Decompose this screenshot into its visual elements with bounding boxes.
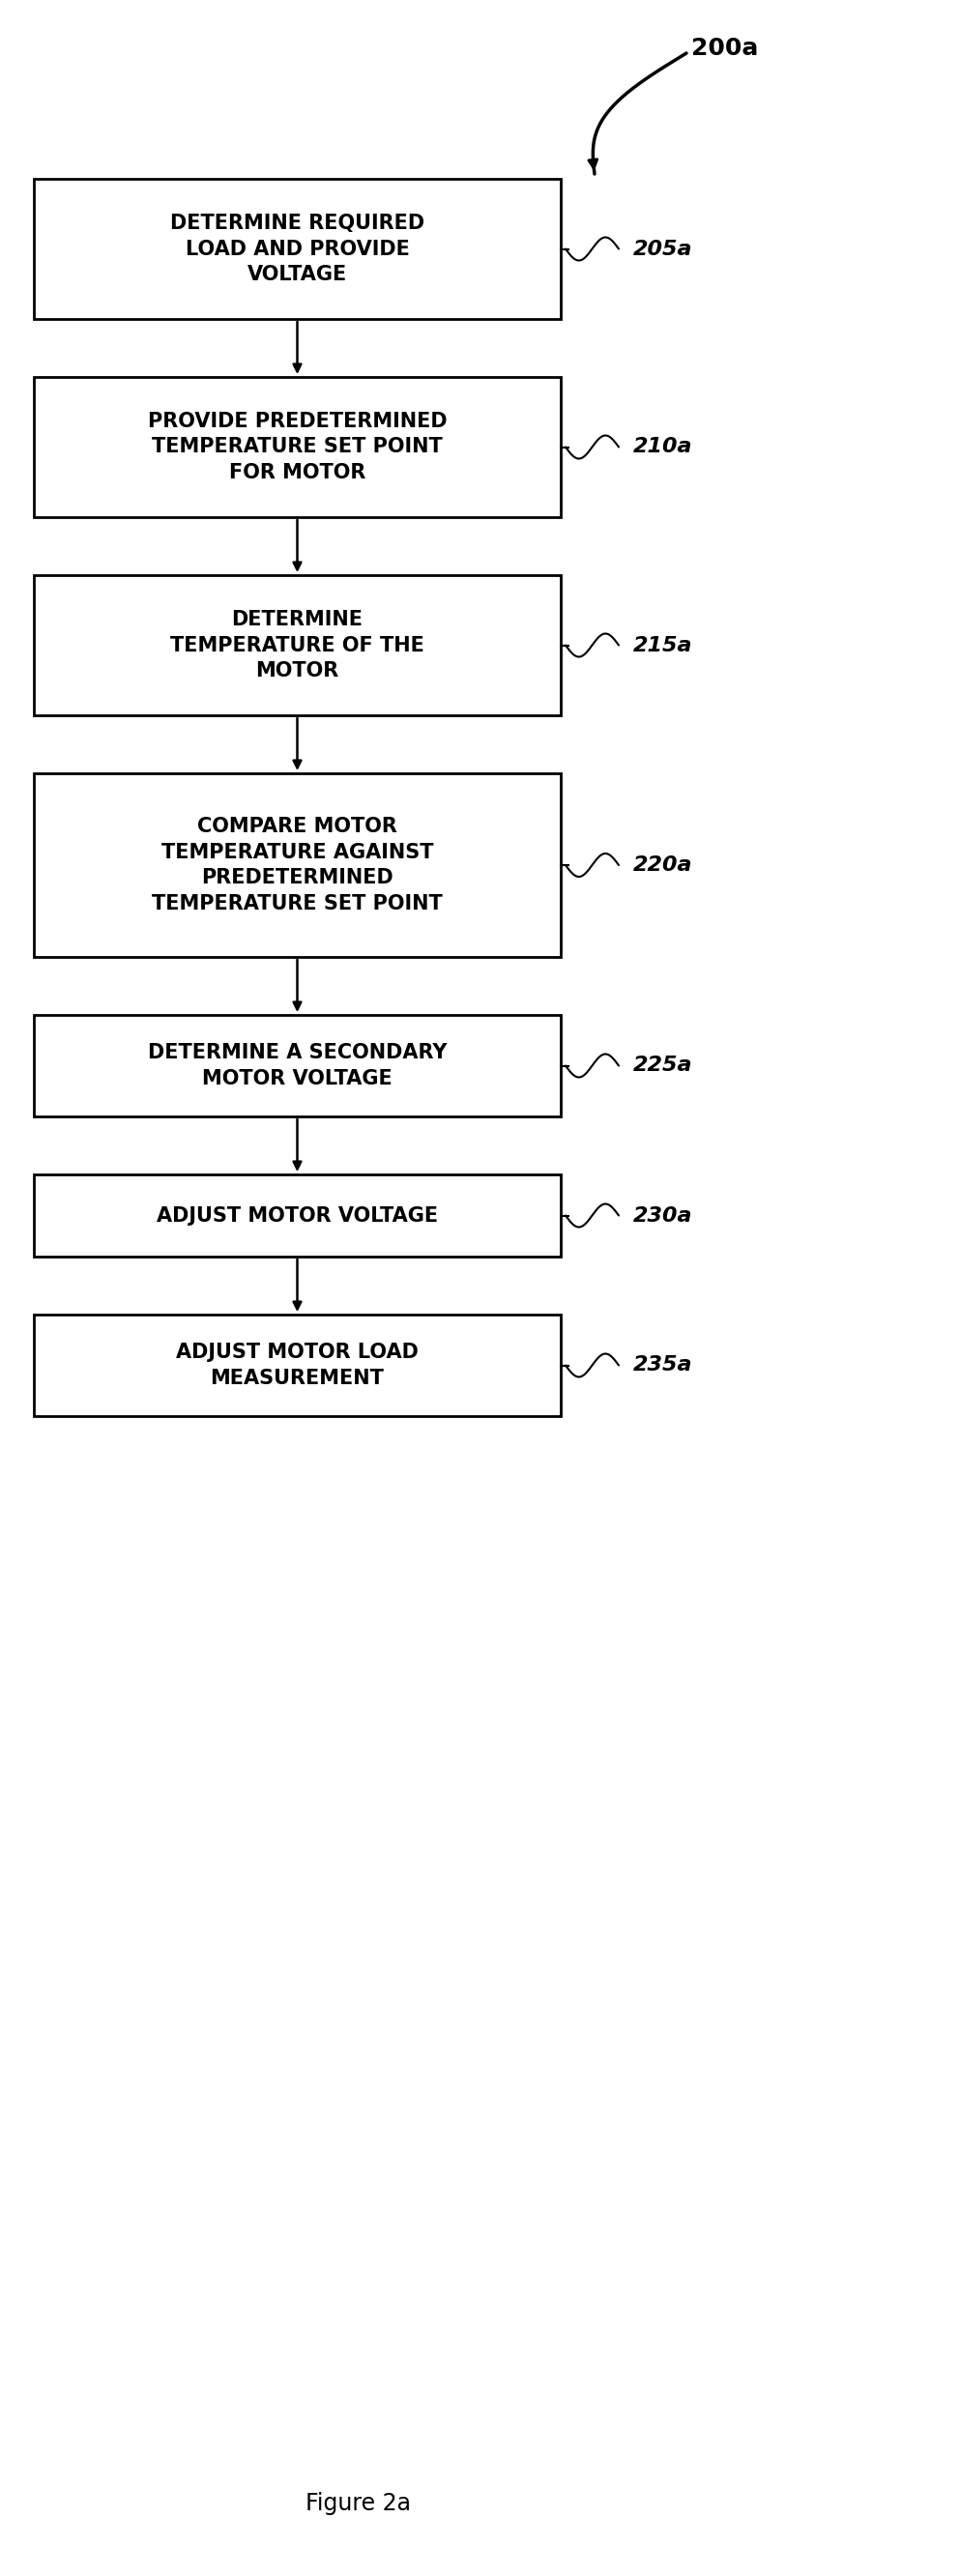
Text: PROVIDE PREDETERMINED
TEMPERATURE SET POINT
FOR MOTOR: PROVIDE PREDETERMINED TEMPERATURE SET PO… bbox=[148, 412, 447, 482]
Bar bbox=[34, 1314, 561, 1417]
Text: COMPARE MOTOR
TEMPERATURE AGAINST
PREDETERMINED
TEMPERATURE SET POINT: COMPARE MOTOR TEMPERATURE AGAINST PREDET… bbox=[152, 817, 443, 912]
Text: Figure 2a: Figure 2a bbox=[305, 2491, 410, 2514]
Text: DETERMINE
TEMPERATURE OF THE
MOTOR: DETERMINE TEMPERATURE OF THE MOTOR bbox=[170, 611, 424, 680]
Text: 225a: 225a bbox=[634, 1056, 693, 1074]
Text: DETERMINE A SECONDARY
MOTOR VOLTAGE: DETERMINE A SECONDARY MOTOR VOLTAGE bbox=[148, 1043, 447, 1087]
Bar bbox=[34, 773, 561, 956]
Text: 205a: 205a bbox=[634, 240, 693, 258]
Bar bbox=[34, 376, 561, 518]
Text: 220a: 220a bbox=[634, 855, 693, 876]
Bar bbox=[34, 574, 561, 716]
Text: 210a: 210a bbox=[634, 438, 693, 456]
Text: 235a: 235a bbox=[634, 1355, 693, 1376]
Text: ADJUST MOTOR LOAD
MEASUREMENT: ADJUST MOTOR LOAD MEASUREMENT bbox=[176, 1342, 419, 1388]
Text: ADJUST MOTOR VOLTAGE: ADJUST MOTOR VOLTAGE bbox=[156, 1206, 438, 1226]
Bar bbox=[34, 1175, 561, 1257]
Bar bbox=[34, 178, 561, 319]
Text: 215a: 215a bbox=[634, 636, 693, 654]
Text: 230a: 230a bbox=[634, 1206, 693, 1226]
Bar bbox=[34, 1015, 561, 1115]
Text: 200a: 200a bbox=[691, 36, 758, 59]
Text: DETERMINE REQUIRED
LOAD AND PROVIDE
VOLTAGE: DETERMINE REQUIRED LOAD AND PROVIDE VOLT… bbox=[170, 214, 424, 283]
